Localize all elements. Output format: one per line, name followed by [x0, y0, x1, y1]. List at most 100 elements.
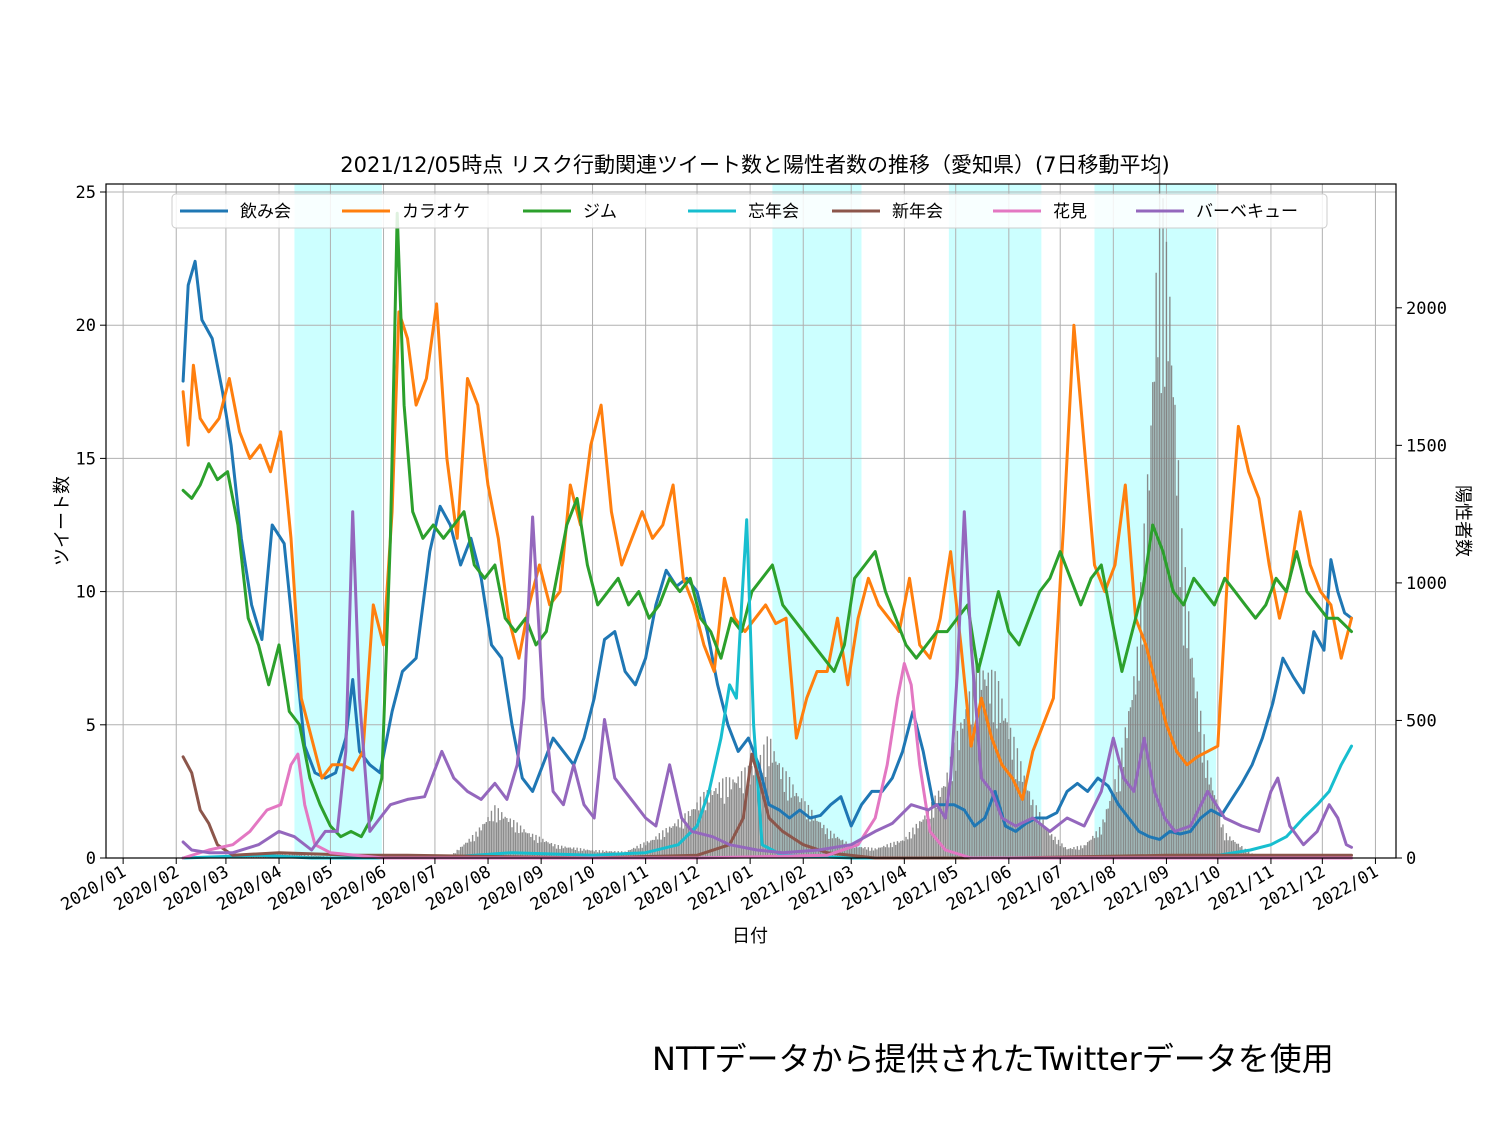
case-bar [1066, 849, 1068, 858]
case-bar [949, 756, 952, 858]
case-bar [1193, 677, 1195, 858]
case-bar [1194, 698, 1197, 858]
case-bar [874, 848, 876, 858]
case-bar [1153, 381, 1156, 858]
case-bar [821, 828, 823, 858]
case-bar [1044, 827, 1046, 858]
case-bar [1004, 718, 1007, 858]
case-bar [1038, 812, 1041, 858]
case-bar [859, 847, 861, 858]
case-bar [1119, 791, 1121, 858]
case-bar [1210, 777, 1212, 858]
left-y-tick-label: 25 [76, 183, 96, 203]
case-bar [850, 848, 852, 858]
case-bar [829, 830, 832, 858]
case-bar [583, 848, 585, 858]
case-bar [682, 828, 685, 858]
case-bar [495, 822, 498, 858]
case-bar [543, 842, 546, 858]
case-bar [790, 797, 792, 858]
case-bar [804, 801, 806, 858]
case-bar [1162, 198, 1164, 858]
case-bar [504, 816, 506, 858]
case-bar [715, 788, 717, 858]
data-source-footnote: NTTデータから提供されたTwitterデータを使用 [652, 1040, 1334, 1078]
case-bar [809, 821, 811, 858]
case-bar [838, 838, 840, 858]
case-bar [901, 840, 904, 858]
case-bar [530, 836, 532, 858]
case-bar [1116, 791, 1118, 858]
case-bar [1028, 791, 1031, 858]
x-axis-label: 日付 [732, 926, 768, 947]
case-bar [579, 848, 582, 858]
case-bar [1215, 799, 1217, 858]
case-bar [576, 847, 578, 858]
case-bar [502, 818, 505, 858]
case-bar [1140, 582, 1142, 858]
case-bar [1212, 790, 1214, 858]
right-y-tick-label: 0 [1406, 849, 1416, 869]
case-bar [691, 809, 693, 858]
case-bar [1200, 710, 1202, 858]
case-bar [475, 831, 477, 858]
case-bar [482, 824, 484, 858]
case-bar [477, 836, 479, 858]
case-bar [1062, 847, 1065, 858]
case-bar [554, 844, 556, 858]
legend-entry: カラオケ [402, 202, 470, 222]
case-bar [1013, 736, 1015, 858]
series-line-忘年会 [181, 518, 1353, 860]
case-bar [1064, 847, 1067, 858]
case-bar [1083, 845, 1085, 858]
case-bar [734, 782, 736, 858]
case-bar [1222, 824, 1224, 858]
case-bar [1001, 698, 1003, 858]
case-bar [487, 817, 489, 858]
case-bar [877, 847, 880, 858]
case-bar [780, 779, 782, 858]
case-bar [643, 842, 645, 858]
case-bar [1021, 781, 1024, 858]
case-bar [884, 847, 887, 858]
case-bar [1035, 805, 1037, 858]
case-bar [754, 768, 756, 858]
legend-entry: 花見 [1053, 202, 1087, 222]
case-bar [982, 670, 984, 858]
case-bar [713, 791, 715, 858]
left-y-tick-label: 20 [76, 316, 96, 336]
left-y-axis-label: ツイート数 [52, 476, 73, 566]
case-bar [1121, 747, 1123, 858]
case-bar [865, 849, 868, 858]
case-bar [727, 797, 729, 858]
case-bar [521, 832, 523, 858]
case-bar [1095, 831, 1097, 858]
case-bar [716, 793, 719, 858]
case-bar [677, 819, 679, 858]
case-bar [725, 776, 727, 858]
case-bar [703, 791, 705, 858]
right-y-axis-ticks: 0 500 1000 1500 2000 陽性者数 [1396, 299, 1473, 869]
case-bar [807, 804, 810, 858]
case-bar [922, 819, 924, 858]
case-bar [684, 813, 686, 858]
case-bar [686, 822, 688, 858]
case-bar [1213, 795, 1216, 858]
case-bar [1016, 748, 1019, 858]
case-bar [557, 845, 559, 858]
case-bar [992, 722, 995, 858]
case-bar [853, 847, 856, 858]
case-bar [1218, 810, 1221, 858]
series-line-ジム [181, 211, 1353, 839]
case-bar [706, 790, 708, 858]
case-bar [900, 840, 902, 858]
case-bar [1232, 840, 1234, 858]
case-bar [879, 847, 882, 858]
right-y-axis-label: 陽性者数 [1452, 485, 1473, 557]
case-bar [514, 832, 517, 858]
case-bar [1114, 779, 1116, 858]
case-bar [1081, 848, 1084, 858]
case-bar [1037, 823, 1039, 858]
left-y-tick-label: 5 [86, 716, 96, 736]
case-bar [1205, 777, 1207, 858]
